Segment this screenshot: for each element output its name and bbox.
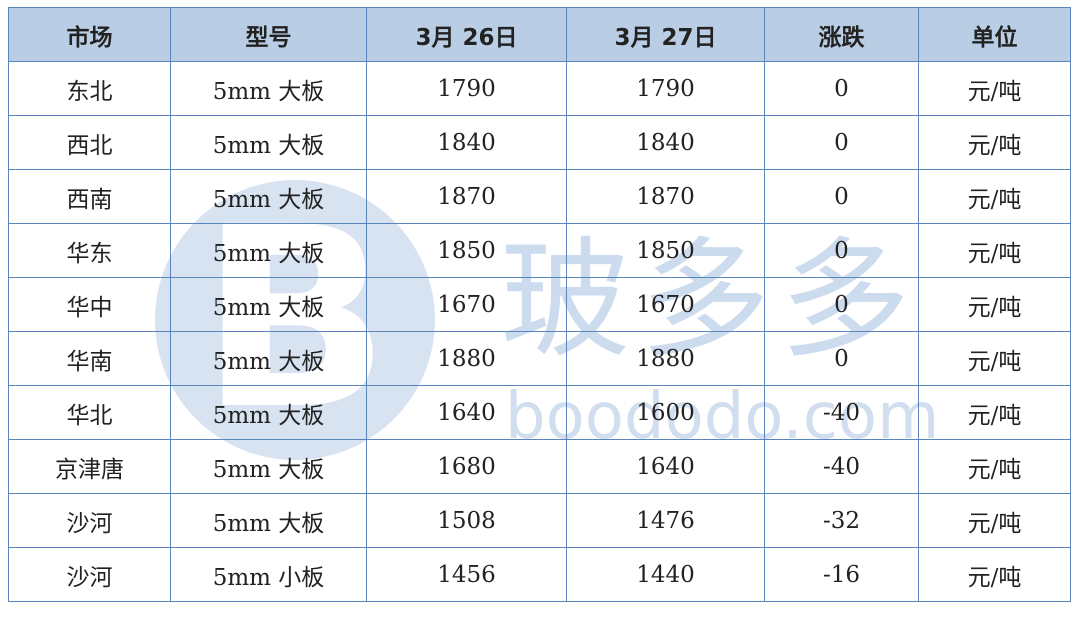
table-cell: 1850 xyxy=(366,223,567,278)
table-cell: 5mm 大板 xyxy=(170,385,367,440)
table-cell: 元/吨 xyxy=(918,547,1071,602)
table-row: 华南 5mm 大板 1880 1880 0 元/吨 xyxy=(8,331,1071,386)
table-cell: 1880 xyxy=(566,331,765,386)
table-cell: -40 xyxy=(764,385,919,440)
column-header: 单位 xyxy=(918,7,1071,62)
column-header: 涨跌 xyxy=(764,7,919,62)
table-cell: 1600 xyxy=(566,385,765,440)
column-header: 型号 xyxy=(170,7,367,62)
table-cell: 沙河 xyxy=(8,493,171,548)
table-row: 西北 5mm 大板 1840 1840 0 元/吨 xyxy=(8,115,1071,170)
table-cell: 元/吨 xyxy=(918,61,1071,116)
table-cell: 华中 xyxy=(8,277,171,332)
table-row: 东北 5mm 大板 1790 1790 0 元/吨 xyxy=(8,61,1071,116)
column-header: 市场 xyxy=(8,7,171,62)
table-cell: 0 xyxy=(764,277,919,332)
table-cell: 1870 xyxy=(566,169,765,224)
table-cell: 5mm 大板 xyxy=(170,115,367,170)
table-cell: 1840 xyxy=(566,115,765,170)
table-cell: 0 xyxy=(764,169,919,224)
table-cell: 1456 xyxy=(366,547,567,602)
table-cell: 1508 xyxy=(366,493,567,548)
table-row: 京津唐 5mm 大板 1680 1640 -40 元/吨 xyxy=(8,439,1071,494)
table-cell: 0 xyxy=(764,331,919,386)
table-cell: 1880 xyxy=(366,331,567,386)
table-cell: 0 xyxy=(764,115,919,170)
table-cell: -40 xyxy=(764,439,919,494)
table-cell: 东北 xyxy=(8,61,171,116)
table-cell: 1850 xyxy=(566,223,765,278)
table-cell: 5mm 大板 xyxy=(170,223,367,278)
table-cell: 1790 xyxy=(366,61,567,116)
table-row: 沙河 5mm 大板 1508 1476 -32 元/吨 xyxy=(8,493,1071,548)
table-cell: -32 xyxy=(764,493,919,548)
table-cell: 0 xyxy=(764,61,919,116)
table-cell: 1670 xyxy=(566,277,765,332)
table-cell: 沙河 xyxy=(8,547,171,602)
table-cell: 5mm 大板 xyxy=(170,169,367,224)
table-row: 西南 5mm 大板 1870 1870 0 元/吨 xyxy=(8,169,1071,224)
table-cell: 1640 xyxy=(566,439,765,494)
table-row: 华中 5mm 大板 1670 1670 0 元/吨 xyxy=(8,277,1071,332)
table-cell: 元/吨 xyxy=(918,277,1071,332)
table-row: 华北 5mm 大板 1640 1600 -40 元/吨 xyxy=(8,385,1071,440)
table-cell: 1840 xyxy=(366,115,567,170)
table-cell: 元/吨 xyxy=(918,331,1071,386)
header-row: 市场 型号 3月 26日 3月 27日 涨跌 单位 xyxy=(8,7,1071,62)
table-row: 沙河 5mm 小板 1456 1440 -16 元/吨 xyxy=(8,547,1071,602)
table-cell: 华南 xyxy=(8,331,171,386)
table-cell: 元/吨 xyxy=(918,169,1071,224)
table-cell: 1790 xyxy=(566,61,765,116)
table-cell: 5mm 大板 xyxy=(170,277,367,332)
table-cell: 元/吨 xyxy=(918,223,1071,278)
table-cell: 西北 xyxy=(8,115,171,170)
column-header: 3月 26日 xyxy=(366,7,567,62)
table-cell: 西南 xyxy=(8,169,171,224)
table-cell: 1870 xyxy=(366,169,567,224)
table-cell: -16 xyxy=(764,547,919,602)
table-cell: 5mm 大板 xyxy=(170,331,367,386)
table-cell: 华北 xyxy=(8,385,171,440)
table-cell: 京津唐 xyxy=(8,439,171,494)
table-cell: 1680 xyxy=(366,439,567,494)
table-cell: 元/吨 xyxy=(918,385,1071,440)
table-cell: 5mm 大板 xyxy=(170,439,367,494)
table-cell: 5mm 小板 xyxy=(170,547,367,602)
table-cell: 1670 xyxy=(366,277,567,332)
table-cell: 5mm 大板 xyxy=(170,61,367,116)
price-table: 市场 型号 3月 26日 3月 27日 涨跌 单位 东北 5mm 大板 1790 1790 0 元/… xyxy=(8,7,1071,602)
table-cell: 元/吨 xyxy=(918,115,1071,170)
table-row: 华东 5mm 大板 1850 1850 0 元/吨 xyxy=(8,223,1071,278)
table-cell: 1640 xyxy=(366,385,567,440)
table-cell: 元/吨 xyxy=(918,439,1071,494)
table-cell: 元/吨 xyxy=(918,493,1071,548)
table-cell: 1476 xyxy=(566,493,765,548)
table-cell: 华东 xyxy=(8,223,171,278)
table-cell: 0 xyxy=(764,223,919,278)
table-cell: 5mm 大板 xyxy=(170,493,367,548)
table-cell: 1440 xyxy=(566,547,765,602)
column-header: 3月 27日 xyxy=(566,7,765,62)
